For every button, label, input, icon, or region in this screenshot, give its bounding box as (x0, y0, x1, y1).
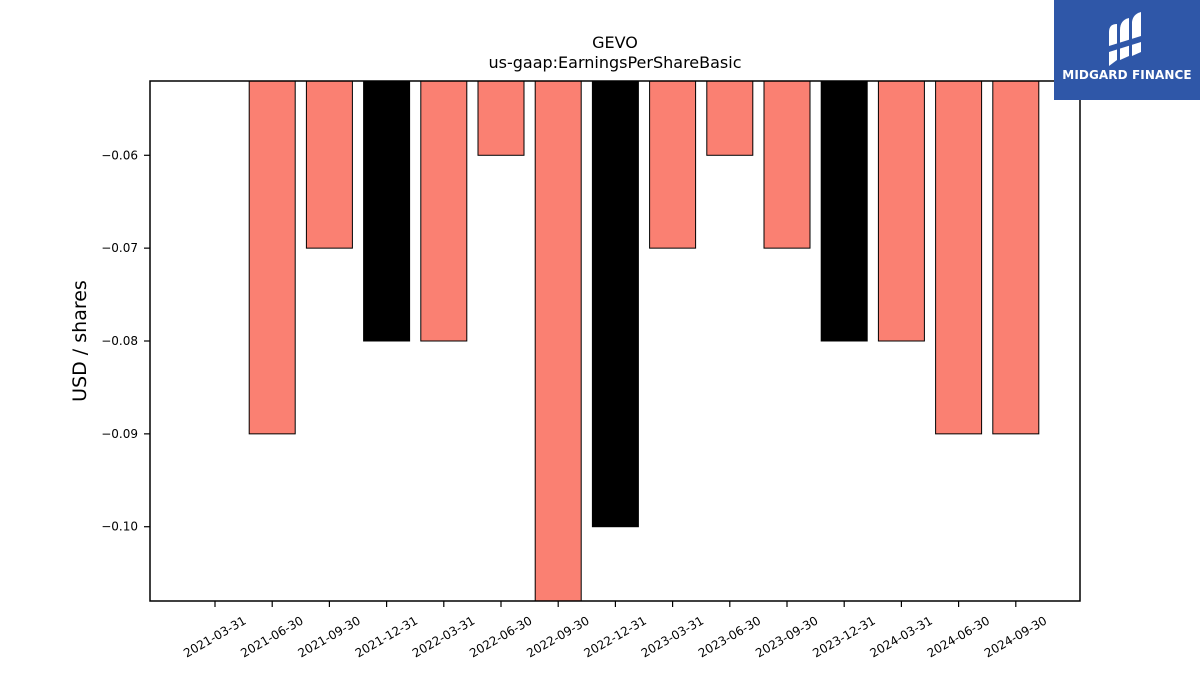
x-tick-label: 2021-09-30 (295, 613, 362, 660)
bar-2023-03-31 (649, 80, 697, 249)
bar-2022-06-30 (477, 80, 525, 156)
bar-2022-12-31 (591, 80, 639, 528)
y-axis-ticks: −0.06 −0.07 −0.08 −0.09 −0.10 (101, 148, 150, 534)
x-axis-ticks: 2021-03-312021-06-302021-09-302021-12-31… (181, 601, 1049, 660)
x-tick-label: 2022-06-30 (467, 613, 534, 660)
x-tick-label: 2024-09-30 (982, 613, 1049, 660)
x-tick-label: 2023-06-30 (696, 613, 763, 660)
bar-2024-06-30 (935, 80, 983, 435)
bar-2023-12-31 (820, 80, 868, 342)
x-tick-label: 2024-06-30 (925, 613, 992, 660)
y-tick-label: −0.07 (101, 241, 138, 255)
x-tick-label: 2023-12-31 (810, 613, 877, 660)
chart-title: GEVO (592, 33, 638, 52)
x-tick-label: 2021-06-30 (238, 613, 305, 660)
x-tick-label: 2021-12-31 (353, 613, 420, 660)
x-tick-label: 2021-03-31 (181, 613, 248, 660)
bar-2022-03-31 (420, 80, 468, 342)
bar-2021-12-31 (363, 80, 411, 342)
x-tick-label: 2022-12-31 (581, 613, 648, 660)
x-tick-label: 2022-09-30 (524, 613, 591, 660)
bar-2024-03-31 (877, 80, 925, 342)
bar-2021-06-30 (248, 80, 296, 435)
y-tick-label: −0.10 (101, 520, 138, 534)
logo-text: MIDGARD FINANCE (1062, 68, 1192, 82)
y-tick-label: −0.09 (101, 427, 138, 441)
x-tick-label: 2024-03-31 (867, 613, 934, 660)
y-tick-label: −0.06 (101, 148, 138, 162)
bar-2024-09-30 (992, 80, 1040, 435)
x-tick-label: 2022-03-31 (410, 613, 477, 660)
logo-mark-icon (1109, 12, 1141, 66)
chart-subtitle: us-gaap:EarningsPerShareBasic (488, 53, 741, 72)
y-axis-label: USD / shares (69, 280, 91, 402)
bar-2021-09-30 (305, 80, 353, 249)
plot-frame (149, 80, 1081, 602)
bars (248, 80, 1040, 602)
bar-2023-06-30 (706, 80, 754, 156)
bar-2022-09-30 (534, 80, 582, 602)
brand-logo: MIDGARD FINANCE (1054, 0, 1200, 100)
x-tick-label: 2023-03-31 (639, 613, 706, 660)
y-tick-label: −0.08 (101, 334, 138, 348)
bar-2023-09-30 (763, 80, 811, 249)
x-tick-label: 2023-09-30 (753, 613, 820, 660)
